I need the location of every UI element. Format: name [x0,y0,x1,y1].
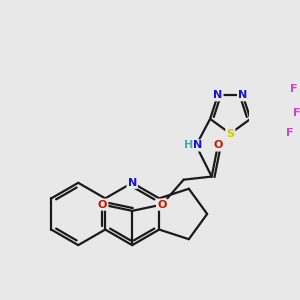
Text: F: F [290,84,298,94]
Text: S: S [226,129,234,139]
Text: N: N [193,140,203,150]
Text: O: O [213,140,223,150]
Text: O: O [157,200,167,210]
Text: H: H [184,140,193,150]
Text: N: N [128,178,137,188]
Text: F: F [293,108,300,118]
Text: N: N [238,90,248,100]
Text: N: N [213,90,222,100]
Text: H: H [184,140,193,150]
Text: O: O [98,200,107,210]
Text: F: F [286,128,293,138]
